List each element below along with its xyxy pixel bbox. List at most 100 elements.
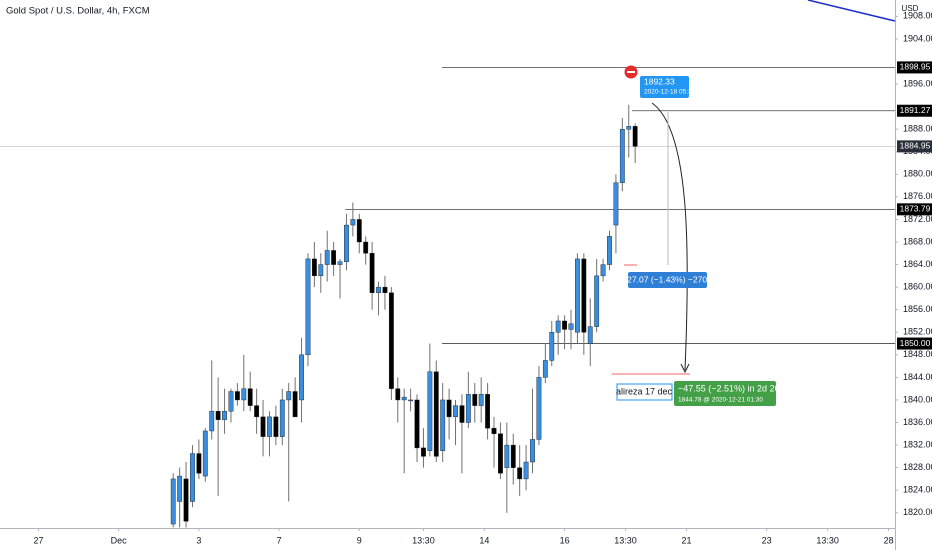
candle-body [607, 236, 612, 265]
candle-body [311, 258, 317, 277]
candle-body [613, 182, 619, 226]
x-tick-label: 23 [762, 535, 772, 545]
y-tick-label: 1896.00 [903, 78, 932, 88]
y-tick-label: 1888.00 [903, 124, 932, 134]
x-tick-label: 13:30 [614, 535, 637, 545]
x-tick-label: 21 [681, 535, 691, 545]
y-tick-label: 1840.00 [903, 394, 932, 404]
x-tick-label: 7 [277, 535, 282, 545]
candle-body [292, 391, 298, 418]
note: alireza 17 dec [616, 386, 673, 396]
x-tick-label: 9 [357, 535, 362, 545]
candle-body [619, 128, 625, 183]
level-price-label: 1898.95 [900, 62, 931, 72]
y-tick-label: 1844.00 [903, 372, 932, 382]
candle-body [190, 453, 195, 502]
annotations: 1892.33 2020-12-18 05:30 −27.07 (−1.43%)… [612, 65, 785, 406]
candle-body [286, 391, 292, 401]
candle-body [382, 286, 388, 293]
candle-body [350, 219, 356, 226]
candle-body [562, 320, 567, 330]
candle-body [337, 261, 343, 265]
candle-body [395, 388, 401, 401]
candle-body [324, 250, 330, 265]
trend-line [807, 0, 896, 22]
candle-body [427, 371, 433, 451]
candle-body [510, 444, 516, 468]
candle-body [183, 478, 189, 522]
currency-label: USD [902, 4, 919, 13]
candle-body [408, 399, 414, 402]
note-box [616, 383, 673, 401]
candle-body [209, 411, 215, 432]
x-tick-label: 28 [884, 535, 894, 545]
y-tick-label: 1876.00 [903, 191, 932, 201]
candle-body [331, 250, 337, 265]
x-tick-label: 27 [33, 535, 43, 545]
range-big-box [674, 381, 776, 406]
candle-body [549, 332, 555, 361]
y-tick-label: 1880.00 [903, 169, 932, 179]
x-tick-label: 14 [479, 535, 489, 545]
high-price: 1892.33 [644, 76, 675, 86]
candle-body [305, 258, 311, 356]
candle-body [440, 399, 446, 451]
candle-body [465, 394, 471, 423]
candle-body [363, 241, 369, 254]
candle-body [344, 224, 349, 262]
candle-body [421, 447, 426, 457]
candle-body [260, 416, 266, 437]
candle-body [228, 391, 234, 412]
range-big: −47.55 (−2.51%) in 2d 20h [678, 383, 785, 393]
y-tick-label: 1836.00 [903, 417, 932, 427]
level-price-box [897, 61, 932, 74]
candle-body [530, 439, 535, 463]
x-tick-label: 13:30 [816, 535, 839, 545]
candle-body [587, 326, 593, 344]
level-price-label: 1891.27 [900, 105, 931, 115]
y-tick-label: 1860.00 [903, 282, 932, 292]
x-tick-label: 13:30 [412, 535, 435, 545]
candle-body [517, 467, 523, 480]
y-tick-label: 1848.00 [903, 349, 932, 359]
y-tick-label: 1828.00 [903, 462, 932, 472]
projection-arrow [651, 102, 688, 371]
range-small: −27.07 (−1.43%) −2707 [622, 274, 712, 284]
candle-body [279, 399, 285, 437]
candle-body [581, 258, 587, 333]
y-tick-label: 1908.00 [903, 11, 932, 21]
candle-body [254, 405, 260, 418]
sell-marker-bar [627, 71, 635, 73]
level-price-label: 1884.95 [900, 141, 931, 151]
candle-body [433, 371, 439, 457]
arrow-head [680, 363, 690, 374]
chart-title: Gold Spot / U.S. Dollar, 4h, FXCM [6, 6, 150, 17]
candle-body [299, 354, 304, 401]
candle-body [478, 394, 484, 406]
candle-body [632, 126, 638, 147]
candle-body [273, 416, 279, 437]
candle-body [491, 427, 497, 434]
y-tick-label: 1904.00 [903, 33, 932, 43]
candle-body [594, 275, 600, 327]
candle-body [267, 416, 272, 437]
y-tick-label: 1872.00 [903, 214, 932, 224]
level-price-box [897, 140, 932, 153]
candle-body [498, 433, 503, 474]
level-price-box [897, 337, 932, 350]
candle-body [600, 264, 606, 277]
candle-body [177, 475, 183, 502]
plot-area [0, 67, 895, 528]
level-price-label: 1873.79 [900, 204, 931, 214]
y-tick-label: 1864.00 [903, 259, 932, 269]
y-tick-label: 1868.00 [903, 236, 932, 246]
candle-body [504, 444, 510, 468]
candle-body [376, 286, 381, 293]
candle-body [626, 126, 632, 130]
high-callout [640, 76, 689, 98]
candle-body [196, 453, 202, 474]
candle-body [485, 394, 490, 429]
x-tick-label: 16 [560, 535, 570, 545]
level-price-box [897, 203, 932, 216]
